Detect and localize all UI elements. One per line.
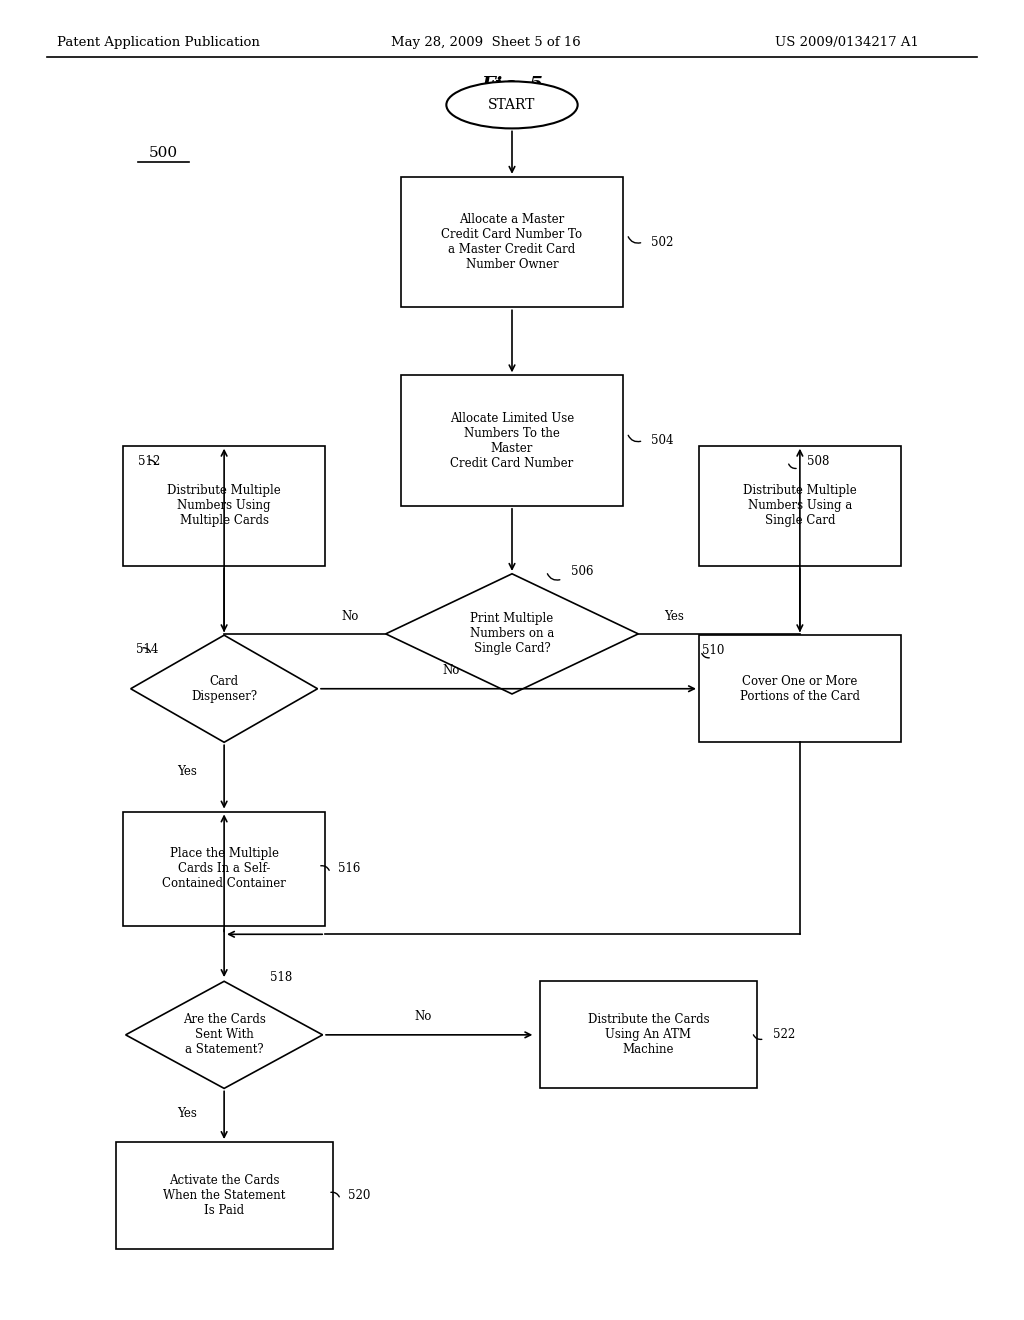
Text: 522: 522 xyxy=(773,1028,795,1041)
Text: 502: 502 xyxy=(651,235,674,248)
Text: START: START xyxy=(488,98,536,112)
Ellipse shape xyxy=(446,82,578,128)
Text: No: No xyxy=(415,1010,432,1023)
Text: 510: 510 xyxy=(701,644,724,657)
Text: 508: 508 xyxy=(807,455,829,469)
Text: 514: 514 xyxy=(136,643,159,656)
Text: Card
Dispenser?: Card Dispenser? xyxy=(191,675,257,702)
Text: Yes: Yes xyxy=(177,764,197,777)
FancyBboxPatch shape xyxy=(400,177,624,308)
Text: Are the Cards
Sent With
a Statement?: Are the Cards Sent With a Statement? xyxy=(182,1014,265,1056)
Text: No: No xyxy=(442,664,460,677)
FancyBboxPatch shape xyxy=(698,446,901,566)
FancyBboxPatch shape xyxy=(400,375,624,506)
Polygon shape xyxy=(386,574,638,694)
Polygon shape xyxy=(126,981,323,1089)
Text: Place the Multiple
Cards In a Self-
Contained Container: Place the Multiple Cards In a Self- Cont… xyxy=(162,847,286,891)
Text: No: No xyxy=(342,610,359,623)
Text: US 2009/0134217 A1: US 2009/0134217 A1 xyxy=(774,36,919,49)
Text: Yes: Yes xyxy=(177,1106,197,1119)
Text: 506: 506 xyxy=(570,565,593,578)
FancyBboxPatch shape xyxy=(116,1142,333,1249)
Text: 500: 500 xyxy=(148,147,178,160)
Text: Activate the Cards
When the Statement
Is Paid: Activate the Cards When the Statement Is… xyxy=(163,1173,286,1217)
Text: May 28, 2009  Sheet 5 of 16: May 28, 2009 Sheet 5 of 16 xyxy=(391,36,581,49)
FancyBboxPatch shape xyxy=(123,446,326,566)
Text: 512: 512 xyxy=(138,455,161,469)
Text: 516: 516 xyxy=(338,862,360,875)
FancyBboxPatch shape xyxy=(123,812,326,927)
Text: Yes: Yes xyxy=(664,610,684,623)
FancyBboxPatch shape xyxy=(540,981,757,1089)
Text: Allocate a Master
Credit Card Number To
a Master Credit Card
Number Owner: Allocate a Master Credit Card Number To … xyxy=(441,213,583,271)
Text: Distribute Multiple
Numbers Using
Multiple Cards: Distribute Multiple Numbers Using Multip… xyxy=(167,484,281,528)
Polygon shape xyxy=(131,635,317,742)
Text: Distribute the Cards
Using An ATM
Machine: Distribute the Cards Using An ATM Machin… xyxy=(588,1014,710,1056)
Text: Distribute Multiple
Numbers Using a
Single Card: Distribute Multiple Numbers Using a Sing… xyxy=(743,484,857,528)
Text: 518: 518 xyxy=(269,972,292,983)
Text: Allocate Limited Use
Numbers To the
Master
Credit Card Number: Allocate Limited Use Numbers To the Mast… xyxy=(450,412,574,470)
Text: Patent Application Publication: Patent Application Publication xyxy=(57,36,260,49)
Text: Fig. 5: Fig. 5 xyxy=(481,77,543,94)
Text: Cover One or More
Portions of the Card: Cover One or More Portions of the Card xyxy=(740,675,860,702)
Text: 504: 504 xyxy=(651,434,674,447)
Text: Print Multiple
Numbers on a
Single Card?: Print Multiple Numbers on a Single Card? xyxy=(470,612,554,655)
Text: 520: 520 xyxy=(348,1189,371,1203)
FancyBboxPatch shape xyxy=(698,635,901,742)
